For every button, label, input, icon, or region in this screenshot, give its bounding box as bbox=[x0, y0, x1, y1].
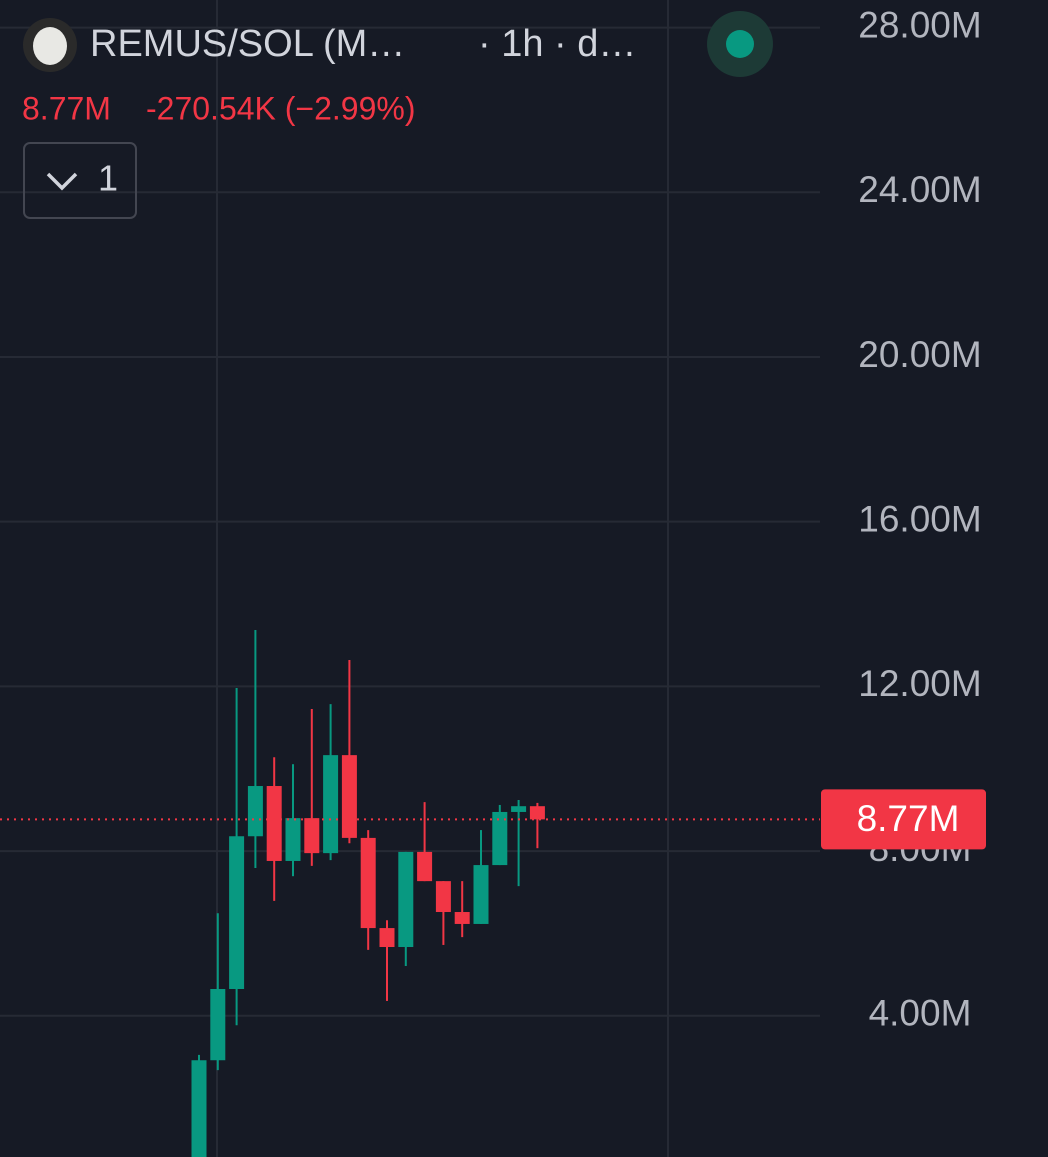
candle-body bbox=[473, 865, 489, 924]
interval: · 1h · d… bbox=[478, 23, 636, 65]
status-dot bbox=[726, 30, 754, 58]
candle-body bbox=[379, 928, 395, 948]
indicator-toggle[interactable] bbox=[23, 142, 137, 219]
candle-body bbox=[266, 786, 282, 861]
symbol: REMUS/SOL (M… bbox=[90, 23, 405, 65]
change: -270.54K (−2.99%) bbox=[146, 90, 416, 126]
y-tick-label: 4.00M bbox=[869, 993, 972, 1034]
y-tick-label: 12.00M bbox=[858, 663, 981, 704]
last-price: 8.77M bbox=[22, 90, 111, 126]
header: REMUS/SOL (M… · 1h · d… 8.77M -270.54K (… bbox=[22, 11, 773, 219]
candle-body bbox=[511, 806, 527, 812]
y-tick-label: 24.00M bbox=[858, 169, 981, 210]
candle-body bbox=[417, 851, 433, 882]
candles bbox=[191, 629, 545, 1157]
candle-body bbox=[492, 811, 508, 866]
y-tick-label: 28.00M bbox=[858, 4, 981, 45]
candle-body bbox=[247, 786, 263, 837]
last-price-tag bbox=[821, 789, 986, 850]
overlay: 8.77M bbox=[0, 789, 986, 850]
candle-body bbox=[191, 1060, 207, 1157]
chevron bbox=[46, 172, 78, 191]
candle-body bbox=[529, 806, 545, 820]
candle-body bbox=[435, 881, 451, 913]
avatar-bear bbox=[33, 27, 67, 65]
candle-body bbox=[360, 837, 376, 929]
candle-body bbox=[285, 818, 301, 861]
last-price-tag-label: 8.77M bbox=[857, 798, 960, 839]
y-tick-label: 16.00M bbox=[858, 498, 981, 539]
candle-body bbox=[341, 755, 357, 838]
candle-body bbox=[229, 836, 245, 990]
candle-body bbox=[210, 989, 226, 1061]
candle-body bbox=[454, 912, 470, 924]
candle-body bbox=[398, 851, 414, 948]
candle-body bbox=[323, 755, 339, 854]
indicator-count: 1 bbox=[98, 158, 118, 199]
y-tick-label: 20.00M bbox=[858, 334, 981, 375]
candle-body bbox=[304, 818, 320, 854]
